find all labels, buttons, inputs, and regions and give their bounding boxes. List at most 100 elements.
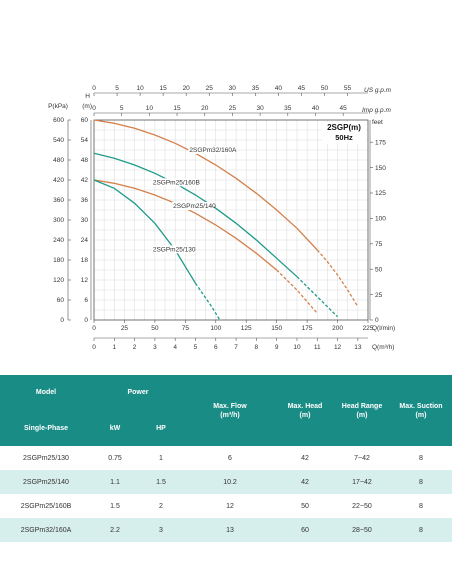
tick-label-lmin: 25 [121,325,129,332]
tick-label-h-m: 6 [84,297,88,304]
tick-label-imp-gpm: 15 [173,105,181,112]
tick-label-m3h: 3 [153,344,157,351]
series-label: 2SGPm25/160B [153,179,200,186]
plot-frame [93,119,369,321]
tick-label-lmin: 0 [92,325,96,332]
header-hp: HP [156,424,166,432]
cell-max-flow: 13 [226,526,234,534]
tick-label-m3h: 7 [234,344,238,351]
table-row: 2SGPm25/160B 1.5 2 12 50 22~50 8 [0,494,452,518]
header-power: Power [127,389,149,396]
axis-label-imp-gpm: Imp g.p.m [362,107,391,114]
cell-head-range: 7~42 [354,454,370,462]
tick-label-us-gpm: 0 [92,85,96,92]
cell-max-suction: 8 [419,454,423,462]
cell-max-head: 42 [301,454,309,462]
chart-labels: 2SGP(m)50Hz 2SGPm32/160A 2SGPm25/160B 2SGPm… [151,122,366,254]
tick-label-imp-gpm: 20 [201,105,209,112]
tick-label-lmin: 225 [363,325,374,332]
tick-label-us-gpm: 10 [136,85,144,92]
tick-label-us-gpm: 55 [344,85,352,92]
series-label: 2SGPm25/130 [153,246,196,253]
tick-label-p-kpa: 480 [53,157,64,164]
series-line-dashed [194,282,221,321]
cell-max-head: 50 [301,502,309,510]
header-single-phase: Single-Phase [24,424,68,432]
cell-hp: 1 [159,454,163,462]
tick-label-us-gpm: 5 [115,85,119,92]
cell-head-range: 28~50 [352,526,372,534]
header-head-range: Head Range (m) [341,402,383,419]
axis-label-h: H [85,93,90,100]
series-label: 2SGPm32/160A [189,147,237,154]
cell-max-suction: 8 [419,478,423,486]
header-model: Model [35,389,57,396]
series-label: 2SGPm25/140 [173,203,216,210]
tick-label-us-gpm: 50 [321,85,329,92]
tick-label-h-m: 0 [84,317,88,324]
tick-label-feet: 25 [375,292,383,299]
series-line-dashed [316,249,359,308]
tick-label-p-kpa: 540 [53,137,64,144]
cell-kw: 1.5 [110,502,120,510]
tick-label-h-m: 54 [81,137,89,144]
tick-label-imp-gpm: 40 [312,105,320,112]
tick-label-p-kpa: 300 [53,217,64,224]
tick-label-us-gpm: 20 [183,85,191,92]
axis-label-us-gpm: US g.p.m [364,87,392,94]
tick-label-feet: 50 [375,266,383,273]
tick-label-m3h: 0 [92,344,96,351]
tick-label-feet: 125 [375,190,386,197]
tick-label-imp-gpm: 10 [146,105,154,112]
cell-max-head: 60 [301,526,309,534]
tick-label-us-gpm: 35 [252,85,260,92]
tick-label-p-kpa: 600 [53,117,64,124]
tick-label-lmin: 100 [210,325,221,332]
axis-label-p-kpa: P(kPa) [48,103,68,110]
header-kw: kW [109,424,121,432]
cell-hp: 1.5 [156,478,166,486]
tick-label-lmin: 50 [151,325,159,332]
tick-label-p-kpa: 0 [60,317,64,324]
chart-axes: 06121824303642485460H(m)0601201802403003… [48,85,395,351]
series-label-bg [151,178,198,187]
axis-label-lmin: Q(l/min) [372,325,395,332]
axis-label-feet: feet [372,119,383,126]
axis-label-h-unit: (m) [82,103,92,110]
tick-label-lmin: 150 [271,325,282,332]
cell-hp: 3 [159,526,163,534]
tick-label-imp-gpm: 35 [284,105,292,112]
tick-label-h-m: 30 [81,217,89,224]
tick-label-h-m: 48 [81,157,89,164]
pump-performance-chart: 06121824303642485460H(m)0601201802403003… [48,85,395,351]
tick-label-m3h: 12 [334,344,342,351]
table-header: Model Power Single-Phase kW HP Max. Flow… [0,375,452,446]
tick-label-p-kpa: 240 [53,237,64,244]
chart-curves [93,119,359,321]
cell-model: 2SGPm32/160A [20,526,72,534]
series-line [93,179,197,284]
table-row: 2SGPm25/140 1.1 1.5 10.2 42 17~42 8 [0,470,452,494]
cell-max-flow: 12 [226,502,234,510]
cell-model: 2SGPm25/140 [23,478,69,486]
tick-label-imp-gpm: 0 [92,105,96,112]
tick-label-imp-gpm: 30 [256,105,264,112]
header-max-suction: Max. Suction (m) [399,402,443,419]
series-label-bg [188,146,234,154]
badge-title: 2SGP(m) [327,123,361,132]
series-line-dashed [296,276,339,318]
cell-model: 2SGPm25/130 [23,454,69,462]
cell-head-range: 22~50 [352,502,372,510]
tick-label-h-m: 24 [81,237,89,244]
tick-label-us-gpm: 15 [160,85,168,92]
cell-max-suction: 8 [419,502,423,510]
cell-kw: 2.2 [110,526,120,534]
tick-label-lmin: 75 [182,325,190,332]
cell-max-flow: 10.2 [223,478,237,486]
tick-label-us-gpm: 25 [206,85,214,92]
tick-label-feet: 175 [375,139,386,146]
badge-frequency: 50Hz [335,133,353,142]
cell-kw: 1.1 [110,478,120,486]
tick-label-p-kpa: 360 [53,197,64,204]
tick-label-m3h: 9 [275,344,279,351]
